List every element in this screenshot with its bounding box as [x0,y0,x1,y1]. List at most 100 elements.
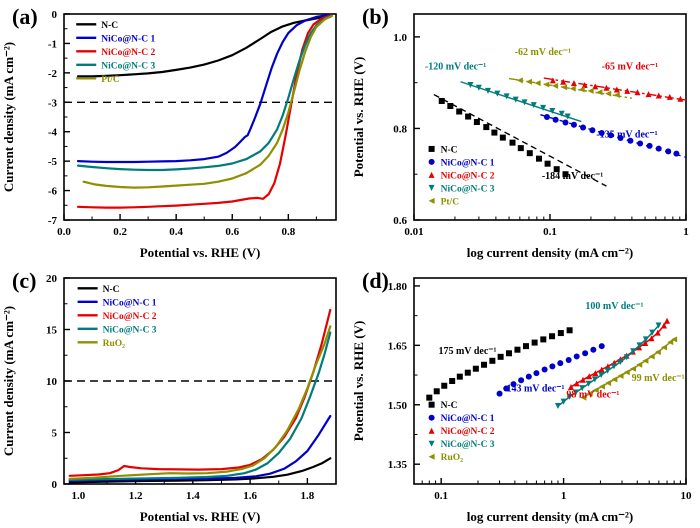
svg-text:NiCo@N-C 3: NiCo@N-C 3 [441,184,495,194]
legend: N-C NiCo@N-C 1 NiCo@N-C 2 NiCo@N-C 3 RuO₂ [77,285,157,349]
svg-text:1.4: 1.4 [186,490,200,502]
slope-annotation: 98 mV dec⁻¹ [566,389,619,400]
panel-label-d: (d) [362,268,389,293]
svg-text:1.6: 1.6 [243,490,257,502]
series-nico-n-c-1 [496,343,605,397]
orr-polarization-chart: 0.0 0.2 0.4 0.6 0.8 -7 -6 -5 -4 -3 -2 -1 0 Potential … [1,9,337,260]
series-nico-n-c-1 [540,114,687,158]
slope-annotation: -62 mV dec⁻¹ [515,47,571,58]
slope-annotation: 99 mV dec⁻¹ [632,373,685,384]
svg-text:1.0: 1.0 [393,32,407,44]
series-n-c [68,457,332,484]
svg-text:1.8: 1.8 [300,490,314,502]
y-axis-title: Current density (mA cm⁻²) [1,306,16,456]
y-axis-title: Current density (mA cm⁻²) [1,42,16,192]
slope-annotation: 143 mV dec⁻¹ [506,383,564,394]
svg-text:NiCo@N-C 2: NiCo@N-C 2 [103,312,157,322]
svg-text:0.1: 0.1 [434,490,448,502]
oer-tafel-chart: 0.1 1 10 1.35 1.50 1.65 1.80 log current densit… [351,277,692,524]
svg-text:1: 1 [561,490,567,502]
plot-frame [413,277,687,485]
svg-text:0.01: 0.01 [404,226,423,238]
legend: N-C NiCo@N-C 1 NiCo@N-C 2 NiCo@N-C 3 RuO₂ [428,401,495,463]
svg-text:NiCo@N-C 3: NiCo@N-C 3 [101,61,155,71]
series-nico-n-c-3 [76,14,333,172]
panel-label-a: (a) [12,4,38,29]
svg-text:Pt/C: Pt/C [441,197,460,207]
svg-text:N-C: N-C [441,401,458,411]
series-nico-n-c-1 [76,13,332,164]
series-n-c [433,93,607,187]
series-n-c [76,14,332,78]
svg-text:NiCo@N-C 3: NiCo@N-C 3 [103,325,157,335]
svg-text:0.6: 0.6 [393,215,407,227]
svg-text:-5: -5 [48,156,58,168]
series-pt-c [82,15,333,189]
svg-text:5: 5 [52,428,58,440]
orr-tafel-chart: 0.01 0.1 1 0.6 0.8 1.0 log current density (mA… [351,13,689,260]
y-axis-title: Potential vs. RHE (V) [351,57,366,178]
svg-text:0.8: 0.8 [393,123,407,135]
plot-frame [413,13,687,221]
svg-text:0.1: 0.1 [543,226,557,238]
svg-text:NiCo@N-C 1: NiCo@N-C 1 [441,158,495,168]
svg-text:N-C: N-C [103,285,120,295]
svg-text:N-C: N-C [101,21,118,31]
series-nico-n-c-3 [68,331,332,481]
series-n-c [426,327,573,401]
svg-text:0.8: 0.8 [281,226,295,238]
svg-text:-1: -1 [48,38,57,50]
slope-annotation: -184 mV dec⁻¹ [542,171,603,182]
panel-c: (c) 1.0 1.2 1.4 1.6 1.8 0 5 10 15 20 Potential vs.… [0,264,350,528]
series-ruo- [580,336,678,401]
svg-text:-7: -7 [48,215,58,227]
svg-text:NiCo@N-C 2: NiCo@N-C 2 [101,48,155,58]
panel-label-b: (b) [362,4,389,29]
series-nico-n-c-2 [543,77,687,102]
svg-text:-3: -3 [48,97,58,109]
svg-text:1.80: 1.80 [388,281,408,293]
axes: 1.0 1.2 1.4 1.6 1.8 0 5 10 15 20 [46,273,315,502]
svg-text:NiCo@N-C 1: NiCo@N-C 1 [103,298,157,308]
panel-label-c: (c) [12,268,37,293]
panel-d: (d) 0.1 1 10 1.35 1.50 1.65 1.80 log current de… [350,264,700,528]
svg-text:NiCo@N-C 1: NiCo@N-C 1 [101,34,155,44]
x-axis-title: log current density (mA cm⁻²) [467,509,634,524]
series-ruo- [68,325,332,480]
legend: N-C NiCo@N-C 1 NiCo@N-C 2 NiCo@N-C 3 Pt/C [428,145,495,207]
svg-text:0: 0 [52,9,58,21]
svg-text:NiCo@N-C 1: NiCo@N-C 1 [441,414,495,424]
svg-text:-4: -4 [48,127,58,139]
svg-text:10: 10 [681,490,693,502]
axes: 0.0 0.2 0.4 0.6 0.8 -7 -6 -5 -4 -3 -2 -1 0 [48,9,317,238]
slope-annotation: -120 mV dec⁻¹ [425,62,486,73]
svg-text:0.0: 0.0 [57,226,71,238]
panel-a: (a) 0.0 0.2 0.4 0.6 0.8 -7 -6 -5 -4 -3 -2 -1 0 Potent… [0,0,350,264]
svg-text:15: 15 [46,325,58,337]
svg-text:-2: -2 [48,68,58,80]
plot-frame [63,13,337,221]
x-axis-title: log current density (mA cm⁻²) [467,245,634,260]
series-pt-c [508,77,632,99]
svg-text:NiCo@N-C 2: NiCo@N-C 2 [441,171,495,181]
svg-text:1: 1 [683,226,689,238]
svg-text:1.50: 1.50 [388,400,408,412]
oer-polarization-chart: 1.0 1.2 1.4 1.6 1.8 0 5 10 15 20 Potential vs. RHE… [1,273,337,524]
svg-text:1.65: 1.65 [388,340,408,352]
svg-text:NiCo@N-C 3: NiCo@N-C 3 [441,440,495,450]
slope-annotation: -135 mV dec⁻¹ [596,130,657,141]
axes: 0.01 0.1 1 0.6 0.8 1.0 [393,32,689,238]
axes: 0.1 1 10 1.35 1.50 1.65 1.80 [388,281,692,502]
series-nico-n-c-3 [460,81,582,123]
slope-annotation: 100 mV dec⁻¹ [585,301,643,312]
svg-text:0.4: 0.4 [169,226,183,238]
svg-text:-6: -6 [48,186,58,198]
svg-text:0.6: 0.6 [225,226,239,238]
svg-text:1.2: 1.2 [129,490,143,502]
legend: N-C NiCo@N-C 1 NiCo@N-C 2 NiCo@N-C 3 Pt/C [76,21,155,85]
panel-b: (b) 0.01 0.1 1 0.6 0.8 1.0 log current density… [350,0,700,264]
svg-text:1.35: 1.35 [388,459,408,471]
slope-annotation: 175 mV dec⁻¹ [438,346,496,357]
svg-text:N-C: N-C [441,145,458,155]
